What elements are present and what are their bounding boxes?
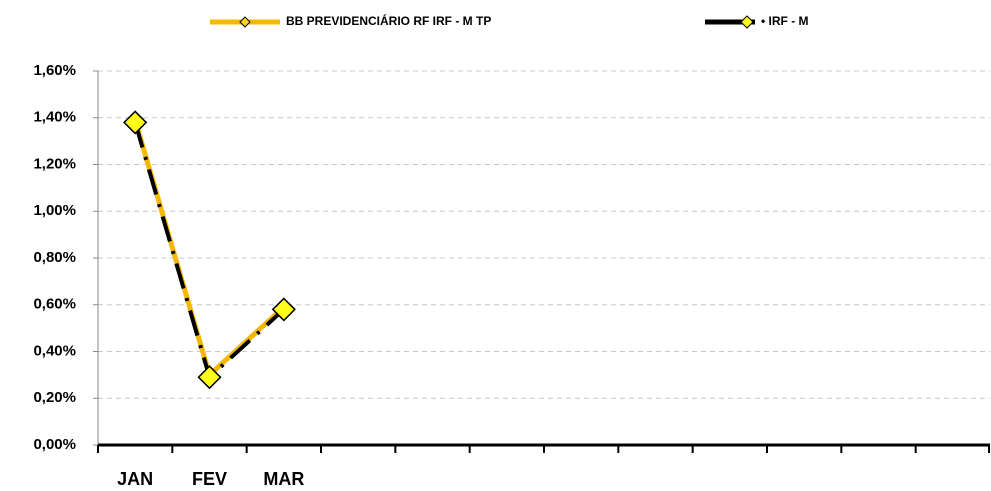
x-tick-label: MAR	[263, 469, 304, 489]
y-tick-label: 1,00%	[33, 202, 76, 219]
legend-marker	[239, 16, 251, 28]
legend-label: BB PREVIDENCIÁRIO RF IRF - M TP	[286, 13, 491, 28]
y-tick-label: 0,00%	[33, 436, 76, 453]
y-tick-label: 0,20%	[33, 389, 76, 406]
marker	[271, 297, 296, 322]
legend-label: • IRF - M	[761, 14, 809, 28]
y-tick-label: 1,60%	[33, 62, 76, 79]
line-series	[132, 119, 286, 380]
line-series	[133, 121, 286, 381]
marker	[123, 110, 148, 135]
y-tick-label: 1,40%	[33, 109, 76, 126]
y-tick-label: 0,80%	[33, 249, 76, 266]
y-tick-label: 1,20%	[33, 155, 76, 172]
x-tick-label: FEV	[192, 469, 227, 489]
legend-marker	[740, 15, 754, 29]
marker	[197, 365, 222, 390]
y-tick-label: 0,60%	[33, 296, 76, 313]
y-tick-label: 0,40%	[33, 342, 76, 359]
x-tick-label: JAN	[117, 469, 153, 489]
